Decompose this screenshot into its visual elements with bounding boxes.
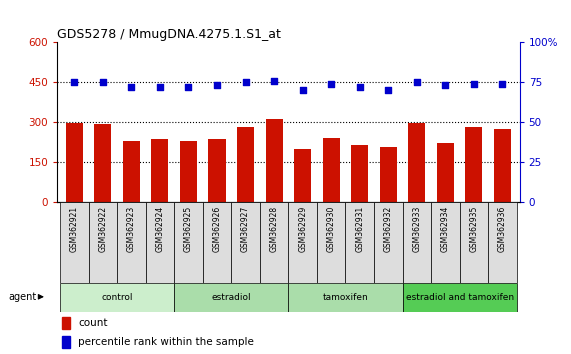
Text: GSM362921: GSM362921	[70, 206, 79, 252]
FancyBboxPatch shape	[146, 202, 174, 283]
Bar	[408, 123, 425, 202]
Point	[270, 78, 279, 84]
Text: agent: agent	[9, 292, 37, 302]
Point	[184, 84, 193, 90]
Bar	[123, 141, 140, 202]
Bar	[62, 316, 70, 329]
Text: tamoxifen: tamoxifen	[323, 293, 368, 302]
FancyBboxPatch shape	[174, 283, 288, 312]
Bar	[323, 138, 340, 202]
Text: GSM362922: GSM362922	[98, 206, 107, 252]
Point	[241, 80, 250, 85]
FancyBboxPatch shape	[431, 202, 460, 283]
FancyBboxPatch shape	[203, 202, 231, 283]
Text: count: count	[78, 318, 107, 327]
Text: GSM362932: GSM362932	[384, 206, 393, 252]
Bar	[294, 149, 311, 202]
Text: GSM362936: GSM362936	[498, 206, 507, 252]
Point	[70, 80, 79, 85]
Bar	[351, 145, 368, 202]
FancyBboxPatch shape	[345, 202, 374, 283]
FancyBboxPatch shape	[288, 283, 403, 312]
Text: estradiol: estradiol	[211, 293, 251, 302]
FancyBboxPatch shape	[460, 202, 488, 283]
Text: percentile rank within the sample: percentile rank within the sample	[78, 337, 254, 347]
FancyBboxPatch shape	[117, 202, 146, 283]
Text: GSM362933: GSM362933	[412, 206, 421, 252]
Point	[412, 80, 421, 85]
FancyBboxPatch shape	[403, 202, 431, 283]
Bar	[151, 139, 168, 202]
Point	[127, 84, 136, 90]
Point	[355, 84, 364, 90]
Text: GSM362928: GSM362928	[270, 206, 279, 252]
Text: GSM362935: GSM362935	[469, 206, 478, 252]
FancyBboxPatch shape	[231, 202, 260, 283]
Bar	[465, 127, 482, 202]
Text: GSM362923: GSM362923	[127, 206, 136, 252]
Point	[298, 87, 307, 93]
Point	[155, 84, 164, 90]
Bar	[66, 123, 83, 202]
Text: GSM362934: GSM362934	[441, 206, 450, 252]
Bar	[380, 147, 397, 202]
Text: GSM362931: GSM362931	[355, 206, 364, 252]
Point	[327, 81, 336, 87]
Bar	[437, 143, 454, 202]
Point	[98, 80, 107, 85]
Text: GSM362927: GSM362927	[241, 206, 250, 252]
Point	[384, 87, 393, 93]
Bar	[180, 141, 197, 202]
FancyBboxPatch shape	[60, 283, 174, 312]
Point	[498, 81, 507, 87]
Point	[441, 82, 450, 88]
Text: GSM362930: GSM362930	[327, 206, 336, 252]
FancyBboxPatch shape	[89, 202, 117, 283]
FancyBboxPatch shape	[317, 202, 345, 283]
Bar	[494, 129, 511, 202]
Bar	[208, 139, 226, 202]
FancyBboxPatch shape	[260, 202, 288, 283]
FancyBboxPatch shape	[403, 283, 517, 312]
FancyBboxPatch shape	[488, 202, 517, 283]
Text: GSM362924: GSM362924	[155, 206, 164, 252]
Text: estradiol and tamoxifen: estradiol and tamoxifen	[405, 293, 514, 302]
Bar	[94, 124, 111, 202]
Bar	[266, 120, 283, 202]
Point	[469, 81, 478, 87]
Point	[212, 82, 222, 88]
Text: GSM362929: GSM362929	[298, 206, 307, 252]
FancyBboxPatch shape	[374, 202, 403, 283]
Bar	[62, 336, 70, 348]
Text: control: control	[101, 293, 133, 302]
FancyBboxPatch shape	[60, 202, 89, 283]
FancyBboxPatch shape	[174, 202, 203, 283]
Text: GDS5278 / MmugDNA.4275.1.S1_at: GDS5278 / MmugDNA.4275.1.S1_at	[57, 28, 281, 41]
Text: GSM362925: GSM362925	[184, 206, 193, 252]
Text: GSM362926: GSM362926	[212, 206, 222, 252]
Bar	[237, 127, 254, 202]
FancyBboxPatch shape	[288, 202, 317, 283]
